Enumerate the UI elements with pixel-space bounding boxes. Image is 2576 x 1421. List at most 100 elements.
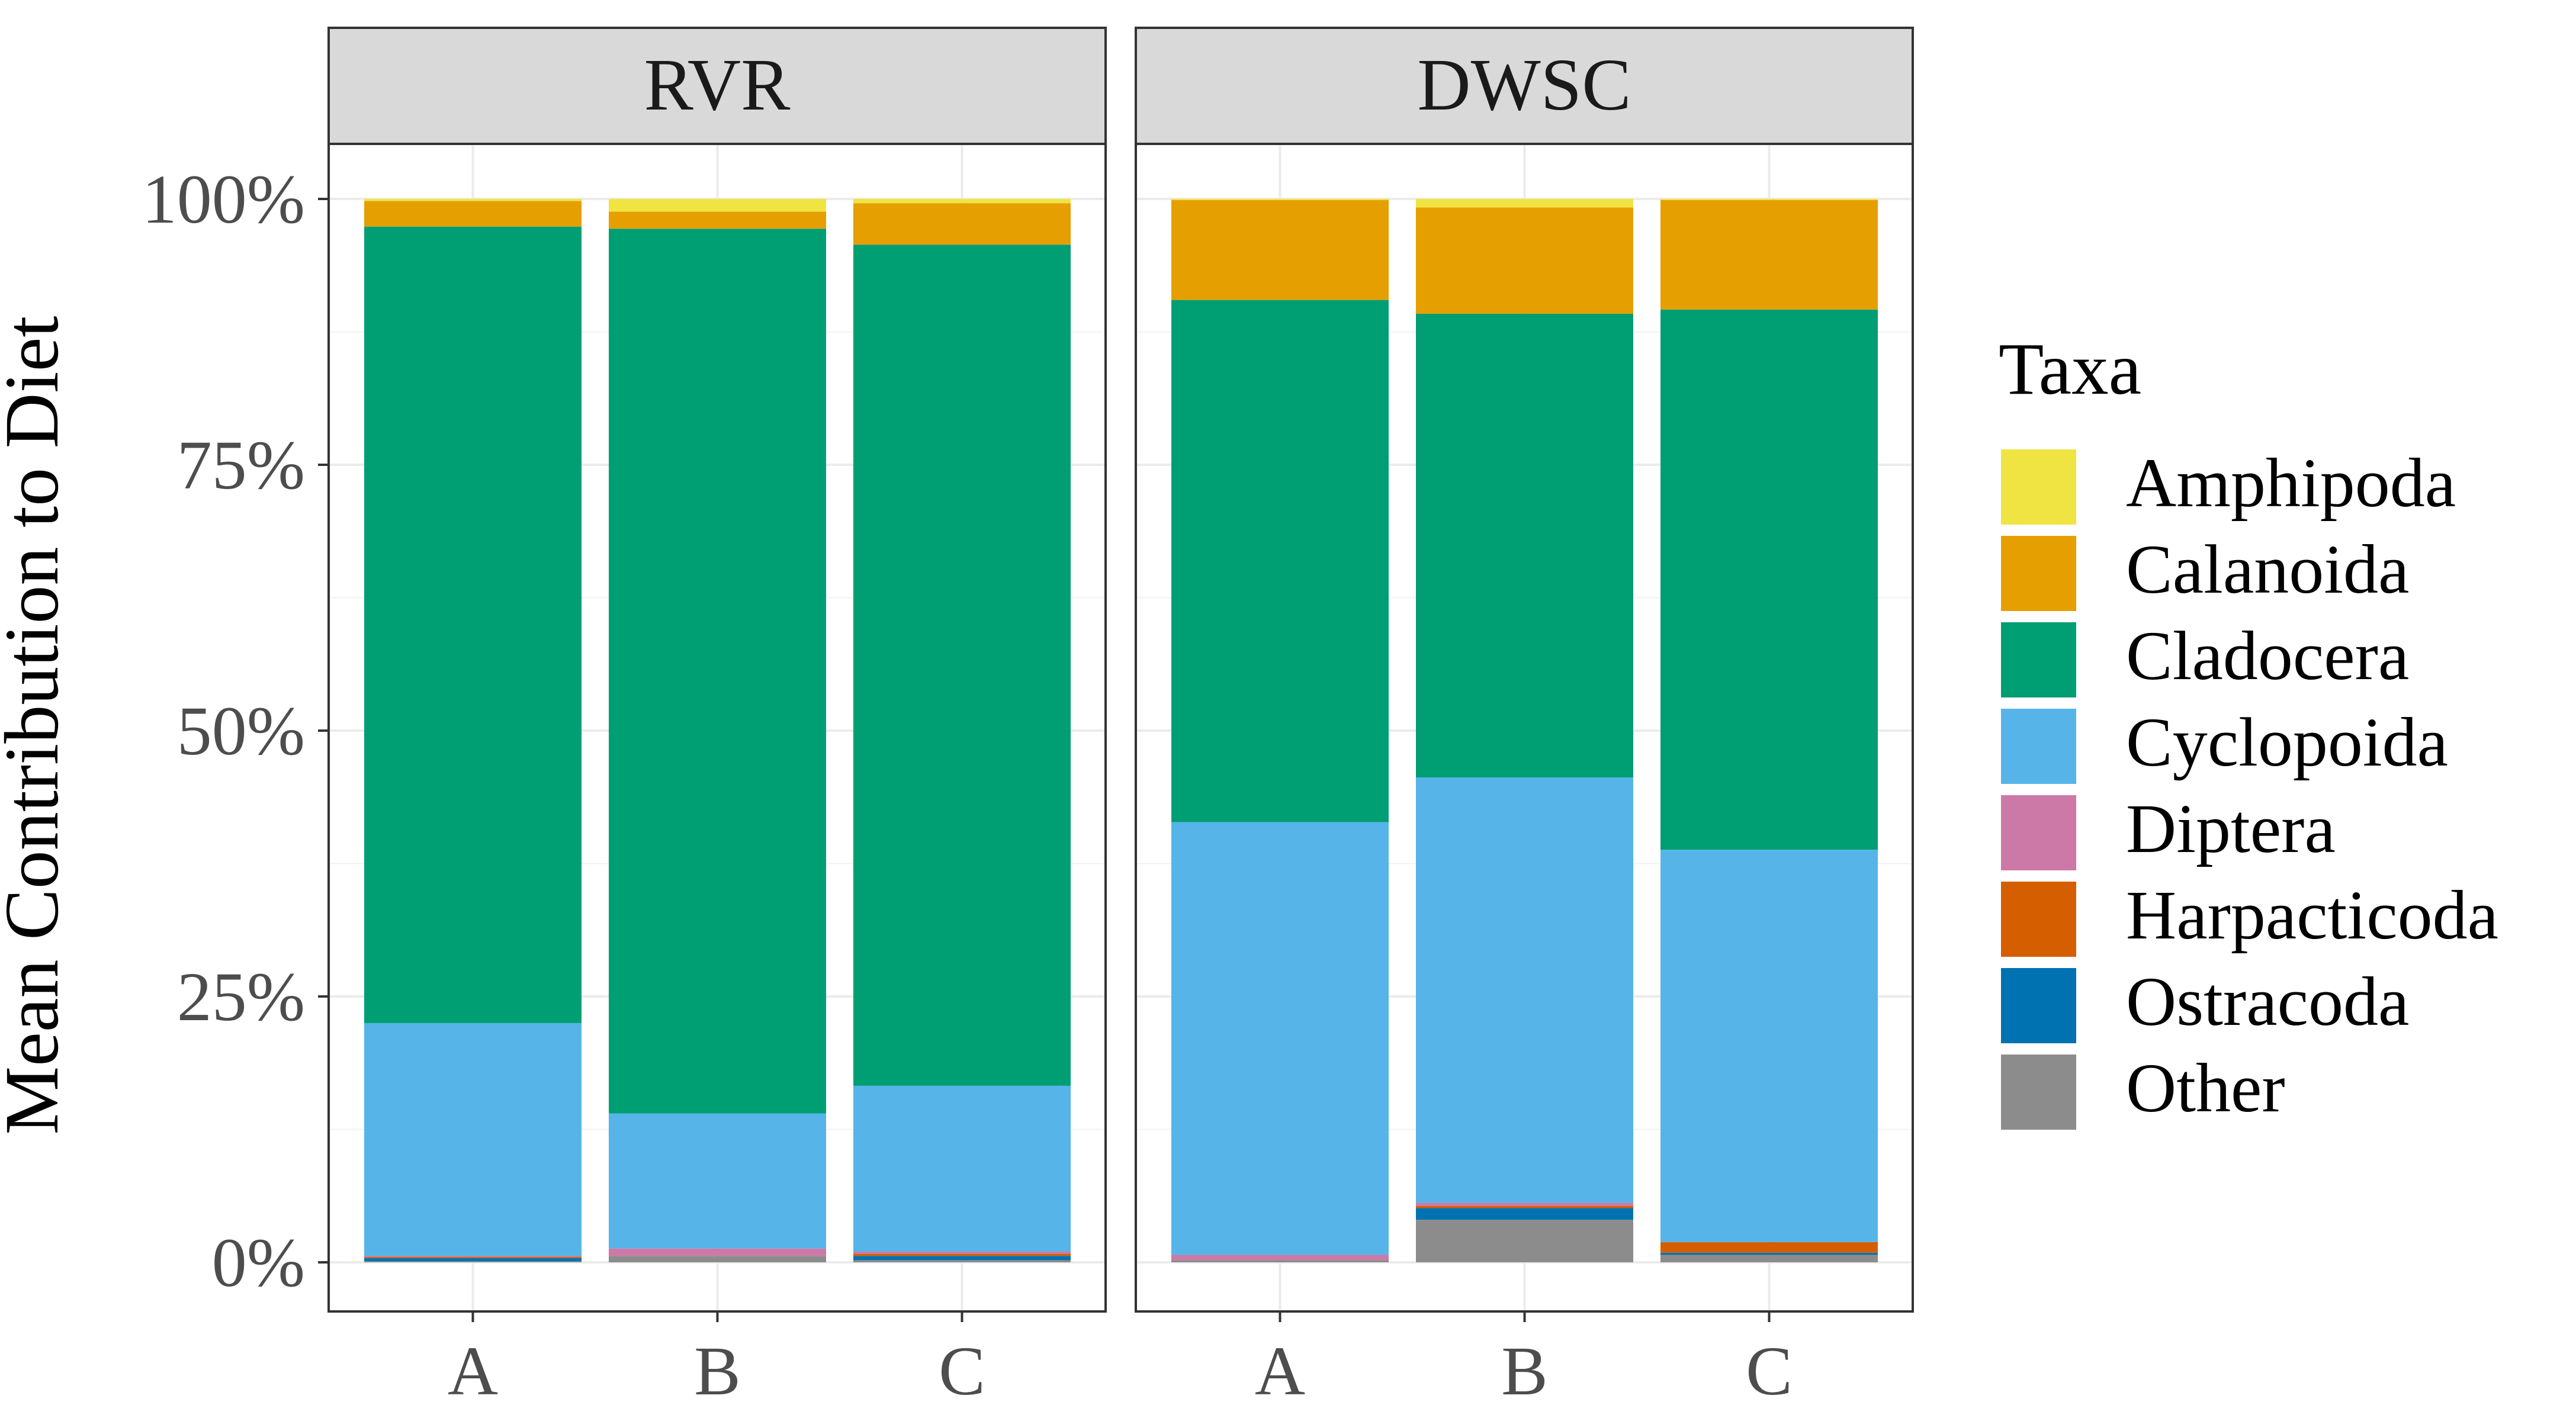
bar-segment-dwsc-c-other [1660,1255,1878,1262]
bar-segment-dwsc-b-cladocera [1416,313,1633,778]
bars-rvr [364,199,1071,1262]
bar-segment-dwsc-a-calanoida [1171,200,1389,300]
x-tick-label-dwsc-a: A [1255,1332,1305,1410]
x-tick-label-rvr-a: A [448,1332,498,1410]
legend-label-ostracoda: Ostracoda [2126,963,2409,1040]
legend-items: Amphipoda Calanoida Cladocera Cyclopoida Dip… [1996,444,2498,1134]
x-axis-dwsc: A B C [1255,1311,1793,1410]
legend-label-calanoida: Calanoida [2126,531,2409,608]
legend-item-amphipoda: Amphipoda [1996,444,2456,529]
x-tick-label-dwsc-c: C [1746,1332,1793,1410]
legend-key-calanoida [1996,531,2081,616]
bars-dwsc [1171,199,1878,1262]
panel-rvr: RVR A B C [327,27,1107,1410]
bar-segment-rvr-a-diptera [364,1256,582,1258]
bar-segment-rvr-b-cyclopoida [609,1113,826,1249]
legend-key-diptera [1996,790,2081,875]
legend-label-cladocera: Cladocera [2126,617,2409,695]
bar-segment-rvr-c-cladocera [853,245,1071,1086]
legend-item-cladocera: Cladocera [1996,617,2409,702]
bar-segment-rvr-a-calanoida [364,201,582,227]
bar-segment-rvr-a-harpacticoda [364,1257,582,1258]
bar-segment-rvr-a-amphipoda [364,199,582,201]
bar-segment-dwsc-a-cladocera [1171,300,1389,822]
y-axis: 0% 25% 50% 75% 100% [142,160,329,1301]
legend-key-harpacticoda [1996,877,2081,962]
y-axis-title: Mean Contribution to Diet [0,316,75,1135]
legend-item-calanoida: Calanoida [1996,531,2409,616]
bar-segment-rvr-c-other [853,1260,1071,1262]
stacked-bar-dwsc-a [1171,199,1389,1262]
bar-segment-rvr-b-other [609,1256,826,1262]
bar-segment-rvr-c-amphipoda [853,199,1071,204]
bar-segment-rvr-a-ostracoda [364,1258,582,1262]
legend-item-harpacticoda: Harpacticoda [1996,876,2498,962]
legend-key-amphipoda [1996,445,2081,529]
legend-label-other: Other [2126,1049,2285,1127]
bar-segment-dwsc-b-calanoida [1416,207,1633,314]
bar-segment-dwsc-c-cladocera [1660,309,1878,850]
bar-segment-rvr-b-calanoida [609,211,826,229]
legend-item-cyclopoida: Cyclopoida [1996,703,2448,789]
bar-segment-dwsc-a-other [1171,1260,1389,1262]
stacked-bar-dwsc-c [1660,199,1878,1262]
bar-segment-dwsc-b-amphipoda [1416,199,1633,208]
legend-item-other: Other [1996,1049,2285,1134]
bar-segment-dwsc-a-cyclopoida [1171,822,1389,1255]
panel-dwsc: DWSC A B C [1135,27,1914,1410]
bar-segment-dwsc-c-ostracoda [1660,1252,1878,1255]
panel-strip-rvr [327,27,1107,145]
stacked-bar-rvr-c [853,199,1071,1262]
stacked-bar-dwsc-b [1416,199,1633,1262]
legend-item-ostracoda: Ostracoda [1996,963,2409,1048]
bar-segment-rvr-c-harpacticoda [853,1253,1071,1256]
bar-segment-dwsc-c-calanoida [1660,200,1878,310]
y-tick-label-3: 75% [177,426,305,504]
y-tick-label-1: 25% [177,958,305,1036]
x-axis-rvr: A B C [448,1311,985,1410]
bar-segment-dwsc-c-cyclopoida [1660,850,1878,1242]
bar-segment-rvr-b-diptera [609,1248,826,1256]
bar-segment-dwsc-a-amphipoda [1171,199,1389,200]
bar-segment-rvr-c-ostracoda [853,1256,1071,1261]
x-tick-label-dwsc-b: B [1501,1332,1548,1410]
legend-label-cyclopoida: Cyclopoida [2126,703,2448,781]
chart-panels: RVR A B C DWSC A B C 0% 25% 50% 75% 100% [142,27,1914,1410]
bar-segment-dwsc-b-other [1416,1220,1633,1262]
legend: Taxa Amphipoda Calanoida Cladocera Cyclopoi… [1996,329,2498,1134]
y-tick-label-0: 0% [212,1224,305,1301]
stacked-bar-rvr-a [364,199,582,1262]
panel-strip-dwsc [1135,27,1914,145]
bar-segment-rvr-b-amphipoda [609,199,826,212]
panel-strip-label-rvr: RVR [644,44,791,126]
bar-segment-rvr-a-cyclopoida [364,1023,582,1256]
legend-label-amphipoda: Amphipoda [2126,444,2456,522]
bar-segment-dwsc-b-cyclopoida [1416,777,1633,1203]
legend-key-cyclopoida [1996,704,2081,789]
bar-segment-dwsc-c-harpacticoda [1660,1242,1878,1253]
bar-segment-dwsc-b-ostracoda [1416,1208,1633,1220]
legend-title: Taxa [1999,329,2141,410]
legend-label-harpacticoda: Harpacticoda [2126,876,2498,954]
legend-label-diptera: Diptera [2126,790,2336,867]
y-tick-label-4: 100% [142,160,305,238]
bar-segment-dwsc-c-amphipoda [1660,199,1878,200]
bar-segment-rvr-b-cladocera [609,229,826,1114]
stacked-bar-rvr-b [609,199,826,1262]
legend-item-diptera: Diptera [1996,790,2336,875]
bar-segment-rvr-c-cyclopoida [853,1085,1071,1252]
bar-segment-dwsc-b-diptera [1416,1203,1633,1206]
bar-segment-rvr-c-calanoida [853,203,1071,245]
x-tick-label-rvr-b: B [694,1332,741,1410]
x-tick-label-rvr-c: C [939,1332,985,1410]
y-tick-label-2: 50% [177,692,305,770]
bar-segment-rvr-a-cladocera [364,226,582,1023]
legend-key-other [1996,1050,2081,1134]
legend-key-ostracoda [1996,963,2081,1048]
legend-key-cladocera [1996,618,2081,702]
bar-segment-rvr-c-diptera [853,1252,1071,1254]
bar-segment-dwsc-a-diptera [1171,1255,1389,1261]
bar-segment-rvr-a-other [364,1261,582,1262]
bar-segment-dwsc-b-harpacticoda [1416,1205,1633,1208]
